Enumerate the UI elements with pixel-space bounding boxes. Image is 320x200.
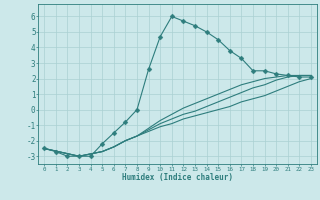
X-axis label: Humidex (Indice chaleur): Humidex (Indice chaleur) — [122, 173, 233, 182]
